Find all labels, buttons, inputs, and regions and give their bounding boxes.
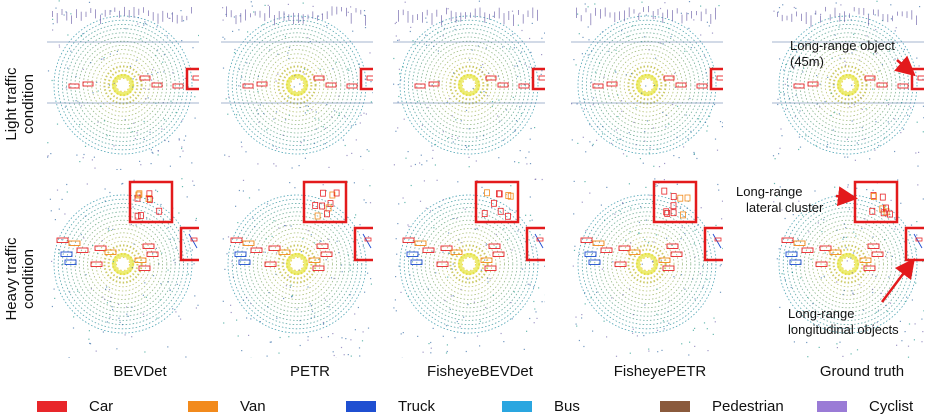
- annotation-longitudinal-line1: Long-range: [788, 306, 855, 321]
- row-label-light-traffic: Light traffic condition: [3, 44, 37, 164]
- bev-panel-light-fisheyebevdet: [393, 0, 545, 170]
- legend-label-van: Van: [240, 397, 266, 415]
- col-title-fisheyepetr: FisheyePETR: [613, 363, 707, 380]
- legend-label-car: Car: [89, 397, 114, 415]
- annotation-long-range-object-line1: Long-range object: [790, 38, 895, 53]
- legend-label-truck: Truck: [398, 397, 435, 415]
- row-label-light-line2: condition: [20, 73, 37, 135]
- legend-swatch-bus: [502, 400, 532, 412]
- bev-panel-light-ground-truth: [772, 0, 924, 170]
- legend-item-bus: Bus: [502, 396, 580, 416]
- row-label-heavy-line2: condition: [20, 248, 37, 310]
- legend-item-cyclist: Cyclist: [817, 396, 913, 416]
- legend-item-van: Van: [188, 396, 266, 416]
- legend-item-car: Car: [37, 396, 113, 416]
- annotation-lateral-cluster-line1: Long-range: [736, 184, 803, 199]
- col-title-fisheyebevdet: FisheyeBEVDet: [427, 363, 533, 380]
- annotation-lateral-cluster-line2: lateral cluster: [746, 200, 824, 215]
- annotation-long-range-object-line2: (45m): [790, 54, 824, 69]
- row-label-heavy-traffic: Heavy traffic condition: [3, 219, 37, 339]
- bev-panel-light-fisheyepetr: [571, 0, 723, 170]
- legend-swatch-truck: [346, 400, 376, 412]
- col-title-petr: PETR: [289, 363, 330, 380]
- legend-swatch-car: [37, 400, 67, 412]
- legend-swatch-cyclist: [817, 400, 847, 412]
- row-label-light-line1: Light traffic: [3, 67, 20, 141]
- legend-item-truck: Truck: [346, 396, 435, 416]
- annotation-longitudinal-objects: Long-range longitudinal objects: [788, 306, 899, 338]
- bev-panel-light-petr: [221, 0, 373, 170]
- row-label-heavy-line1: Heavy traffic: [3, 237, 20, 321]
- annotation-lateral-cluster: Long-range lateral cluster: [736, 184, 823, 216]
- legend-label-pedestrian: Pedestrian: [712, 397, 784, 415]
- col-title-ground-truth: Ground truth: [819, 363, 905, 380]
- bev-panel-light-bevdet: [47, 0, 199, 170]
- legend-label-cyclist: Cyclist: [869, 397, 914, 415]
- legend-label-bus: Bus: [554, 397, 580, 415]
- legend-swatch-van: [188, 400, 218, 412]
- bev-panel-heavy-bevdet: [47, 178, 199, 358]
- bev-panel-heavy-fisheyebevdet: [393, 178, 545, 358]
- legend-item-pedestrian: Pedestrian: [660, 396, 784, 416]
- annotation-longitudinal-line2: longitudinal objects: [788, 322, 899, 337]
- legend: Car Van Truck Bus Pedestrian Cyclist: [0, 396, 947, 416]
- bev-panel-heavy-fisheyepetr: [571, 178, 723, 358]
- annotation-long-range-object: Long-range object (45m): [790, 38, 895, 70]
- bev-panel-heavy-petr: [221, 178, 373, 358]
- legend-swatch-pedestrian: [660, 400, 690, 412]
- col-title-bevdet: BEVDet: [113, 363, 167, 380]
